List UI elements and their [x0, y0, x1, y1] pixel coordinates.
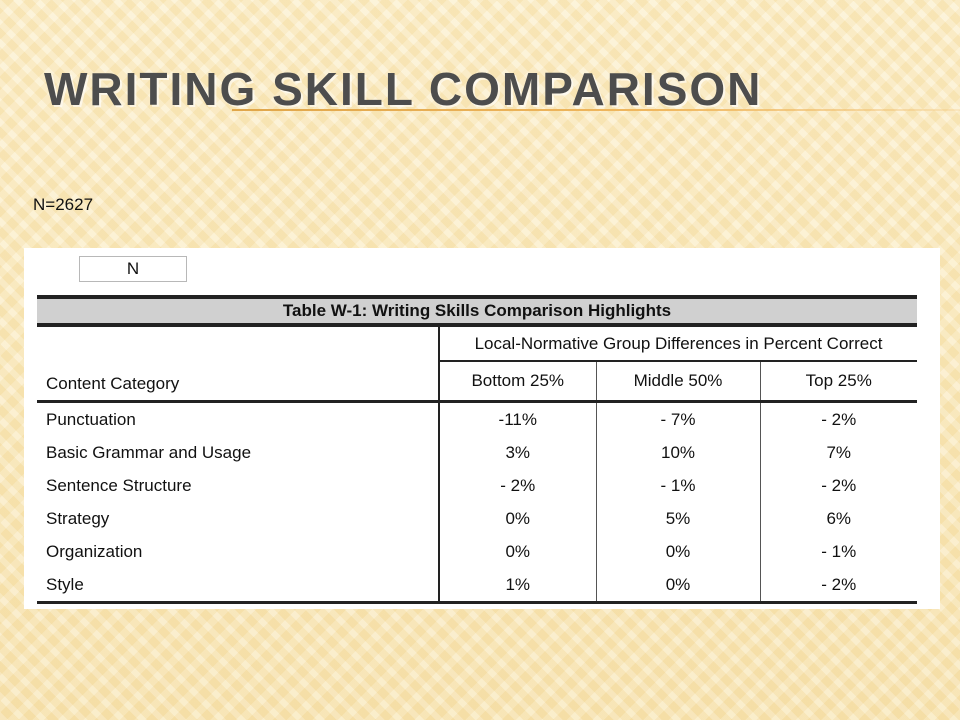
row-value-bottom: - 2% — [438, 469, 596, 502]
row-value-top: - 1% — [759, 535, 917, 568]
row-category: Organization — [46, 541, 143, 561]
group-header-row: Local-Normative Group Differences in Per… — [37, 325, 917, 361]
table-row: Sentence Structure - 2% - 1% - 2% — [37, 469, 917, 502]
table-image-panel: N Table W-1: Writing Skills Comparison H… — [24, 248, 940, 609]
row-value-top: 6% — [759, 502, 917, 535]
writing-skills-table: Table W-1: Writing Skills Comparison Hig… — [37, 295, 917, 604]
table-row: Strategy 0% 5% 6% — [37, 502, 917, 535]
row-value-top: - 2% — [759, 401, 917, 436]
table-caption: Table W-1: Writing Skills Comparison Hig… — [37, 295, 917, 327]
row-value-middle: 10% — [595, 436, 760, 469]
column-header-bottom: Bottom 25% — [438, 360, 596, 403]
row-value-bottom: 3% — [438, 436, 596, 469]
category-header: Content Category — [37, 361, 439, 403]
title-underline — [232, 109, 960, 111]
row-value-bottom: 0% — [438, 502, 596, 535]
table-row: Style 1% 0% - 2% — [37, 568, 917, 604]
group-header: Local-Normative Group Differences in Per… — [438, 325, 917, 361]
table-row: Organization 0% 0% - 1% — [37, 535, 917, 568]
slide-title: Writing Skill Comparison — [44, 63, 763, 115]
column-header-row: Content Category Bottom 25% Middle 50% T… — [37, 360, 917, 403]
table-row: Basic Grammar and Usage 3% 10% 7% — [37, 436, 917, 469]
row-value-top: - 2% — [759, 568, 917, 604]
row-category: Punctuation — [46, 409, 136, 429]
row-value-middle: 0% — [595, 535, 760, 568]
row-category: Style — [37, 568, 439, 604]
row-value-bottom: 1% — [438, 568, 596, 604]
row-value-middle: - 1% — [595, 469, 760, 502]
table-caption-row: Table W-1: Writing Skills Comparison Hig… — [37, 295, 917, 327]
row-category: Sentence Structure — [46, 475, 192, 495]
group-header-spacer — [37, 325, 439, 361]
sample-size-label: N=2627 — [33, 195, 94, 214]
row-value-bottom: -11% — [438, 401, 596, 436]
column-header-middle: Middle 50% — [595, 360, 760, 403]
table-row: Punctuation -11% - 7% - 2% — [37, 401, 917, 436]
row-value-top: - 2% — [759, 469, 917, 502]
row-value-bottom: 0% — [438, 535, 596, 568]
column-header-top: Top 25% — [759, 360, 917, 403]
row-category: Strategy — [46, 508, 110, 528]
row-category: Basic Grammar and Usage — [46, 442, 252, 462]
n-box: N — [79, 256, 187, 282]
row-value-middle: - 7% — [595, 401, 760, 436]
row-value-middle: 0% — [595, 568, 760, 604]
row-value-top: 7% — [759, 436, 917, 469]
row-value-middle: 5% — [595, 502, 760, 535]
